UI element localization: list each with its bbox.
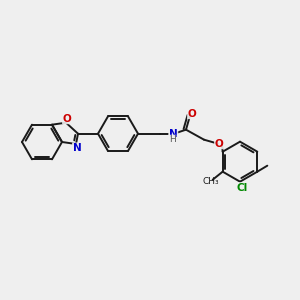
Text: N: N xyxy=(169,129,178,139)
Text: O: O xyxy=(63,114,71,124)
Text: Cl: Cl xyxy=(236,183,247,193)
Text: H: H xyxy=(169,135,176,144)
Text: CH₃: CH₃ xyxy=(202,177,219,186)
Text: O: O xyxy=(188,109,196,119)
Text: N: N xyxy=(73,143,81,153)
Text: O: O xyxy=(214,139,224,149)
